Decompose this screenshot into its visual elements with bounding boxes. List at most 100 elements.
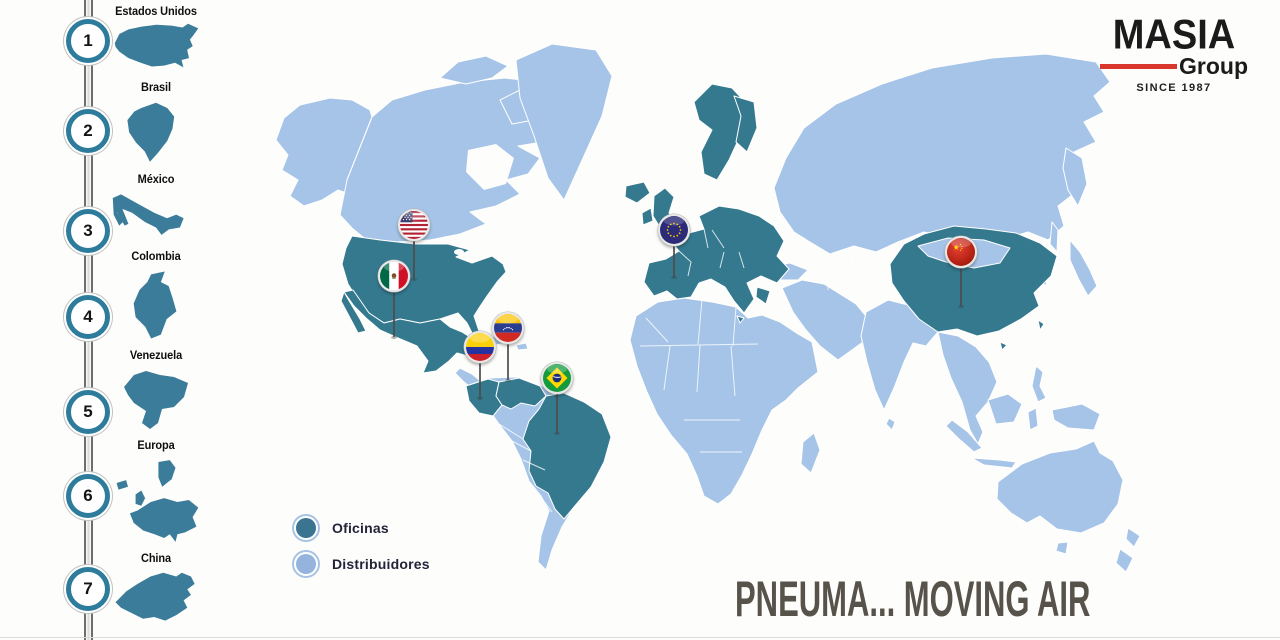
region-se-asia: [937, 331, 998, 445]
legend-item-oficinas: Oficinas: [292, 514, 430, 542]
timeline-number-6: 6: [66, 474, 110, 518]
map-legend: Oficinas Distribuidores: [292, 514, 430, 586]
region-sakhalin: [1049, 221, 1059, 253]
china-silhouette-icon: [115, 572, 195, 621]
pin-stick: [477, 360, 483, 400]
legend-label: Oficinas: [332, 520, 389, 536]
masia-group-logo: MASIA Group SINCE 1987: [1100, 14, 1248, 94]
pin-stick: [554, 391, 560, 435]
hudson-bay: [466, 144, 514, 190]
region-venezuela: [495, 377, 547, 410]
region-finland: [733, 95, 758, 153]
tagline-text: PNEUMA... MOVING AIR: [735, 571, 1091, 627]
region-philippines: [1031, 365, 1047, 403]
region-hainan: [999, 341, 1008, 351]
region-arctic-islands: [439, 55, 509, 85]
region-iceland: [624, 181, 651, 204]
sidebar-item-venezuela: Venezuela: [100, 350, 212, 440]
distributor-dot-icon: [292, 550, 320, 578]
region-brazil: [522, 392, 612, 520]
map-pin-mexico: [378, 260, 410, 339]
region-greece: [755, 286, 771, 305]
sidebar-item-brasil: Brasil: [100, 82, 212, 176]
sidebar-item-label: Venezuela: [129, 349, 183, 363]
region-sumatra: [945, 419, 983, 453]
pin-stick: [958, 265, 964, 308]
sidebar-item-label: México: [137, 173, 175, 187]
timeline-number-7: 7: [66, 567, 110, 611]
legend-label: Distribuidores: [332, 556, 430, 572]
map-pin-venezuela: [492, 312, 524, 382]
logo-red-line: [1100, 64, 1177, 69]
country-borders: [346, 116, 881, 513]
europe-silhouette-icon: [116, 460, 198, 542]
timeline-number-5: 5: [66, 390, 110, 434]
region-tasmania: [1055, 541, 1069, 555]
timeline-number-3: 3: [66, 209, 110, 253]
bottom-divider: [0, 637, 1280, 638]
venezuela-flag-icon: [492, 312, 524, 344]
sidebar-item-label: China: [140, 552, 172, 566]
region-baja: [340, 291, 367, 334]
region-sri-lanka: [885, 417, 896, 431]
great-lake: [480, 248, 488, 254]
region-australia: [996, 440, 1124, 534]
pin-stick: [411, 238, 417, 281]
region-borneo: [987, 393, 1023, 425]
mexico-silhouette-icon: [112, 194, 184, 235]
sidebar-item-label: Brasil: [141, 81, 171, 95]
map-pin-usa: [398, 209, 430, 281]
pin-stick: [391, 289, 397, 339]
region-ireland: [641, 207, 654, 226]
caspian-sea: [829, 252, 843, 280]
region-taiwan: [1037, 319, 1045, 331]
legend-item-distribuidores: Distribuidores: [292, 550, 430, 578]
sidebar-item-label: Colombia: [131, 250, 181, 264]
sidebar-item-mexico: México: [100, 174, 212, 248]
usa-silhouette-icon: [114, 23, 198, 68]
region-greenland: [515, 43, 613, 201]
map-pin-china: [945, 236, 977, 308]
sidebar-item-label: Europa: [137, 439, 175, 453]
office-dot-icon: [292, 514, 320, 542]
colombia-flag-icon: [464, 331, 496, 363]
brazil-flag-icon: [541, 362, 573, 394]
black-sea: [782, 245, 810, 259]
region-sulawesi: [1027, 407, 1039, 431]
sidebar-item-colombia: Colombia: [100, 251, 212, 349]
region-scandinavia: [693, 83, 748, 181]
region-hispaniola: [515, 342, 529, 351]
region-java: [971, 457, 1017, 469]
map-pin-europe: [658, 214, 690, 279]
colombia-silhouette-icon: [133, 271, 177, 339]
region-kamchatka: [1062, 147, 1088, 207]
map-pin-brazil: [541, 362, 573, 435]
region-madagascar: [800, 432, 821, 474]
logo-brand-suffix: Group: [1179, 53, 1248, 79]
logo-since-text: SINCE 1987: [1136, 82, 1212, 94]
region-japan: [1069, 239, 1098, 297]
venezuela-silhouette-icon: [124, 371, 188, 429]
pin-stick: [671, 243, 677, 279]
timeline-number-1: 1: [66, 19, 110, 63]
region-russia: [773, 53, 1111, 255]
mexico-flag-icon: [378, 260, 410, 292]
great-lake: [468, 253, 476, 259]
timeline-number-2: 2: [66, 109, 110, 153]
region-sicily: [736, 315, 745, 324]
sidebar-item-europa: Europa: [100, 440, 212, 552]
usa-flag-icon: [398, 209, 430, 241]
eu-flag-icon: [658, 214, 690, 246]
map-pin-colombia: [464, 331, 496, 400]
great-lake: [454, 249, 464, 255]
region-new-guinea: [1051, 403, 1101, 431]
sidebar-item-china: China: [100, 553, 212, 635]
logo-brand-text: MASIA: [1112, 11, 1236, 59]
timeline-number-4: 4: [66, 295, 110, 339]
sidebar-item-label: Estados Unidos: [115, 5, 197, 19]
region-africa: [629, 297, 819, 505]
china-flag-icon: [945, 236, 977, 268]
sidebar-item-estados-unidos: Estados Unidos: [100, 6, 212, 78]
brazil-silhouette-icon: [127, 102, 175, 162]
pin-stick: [505, 341, 511, 382]
